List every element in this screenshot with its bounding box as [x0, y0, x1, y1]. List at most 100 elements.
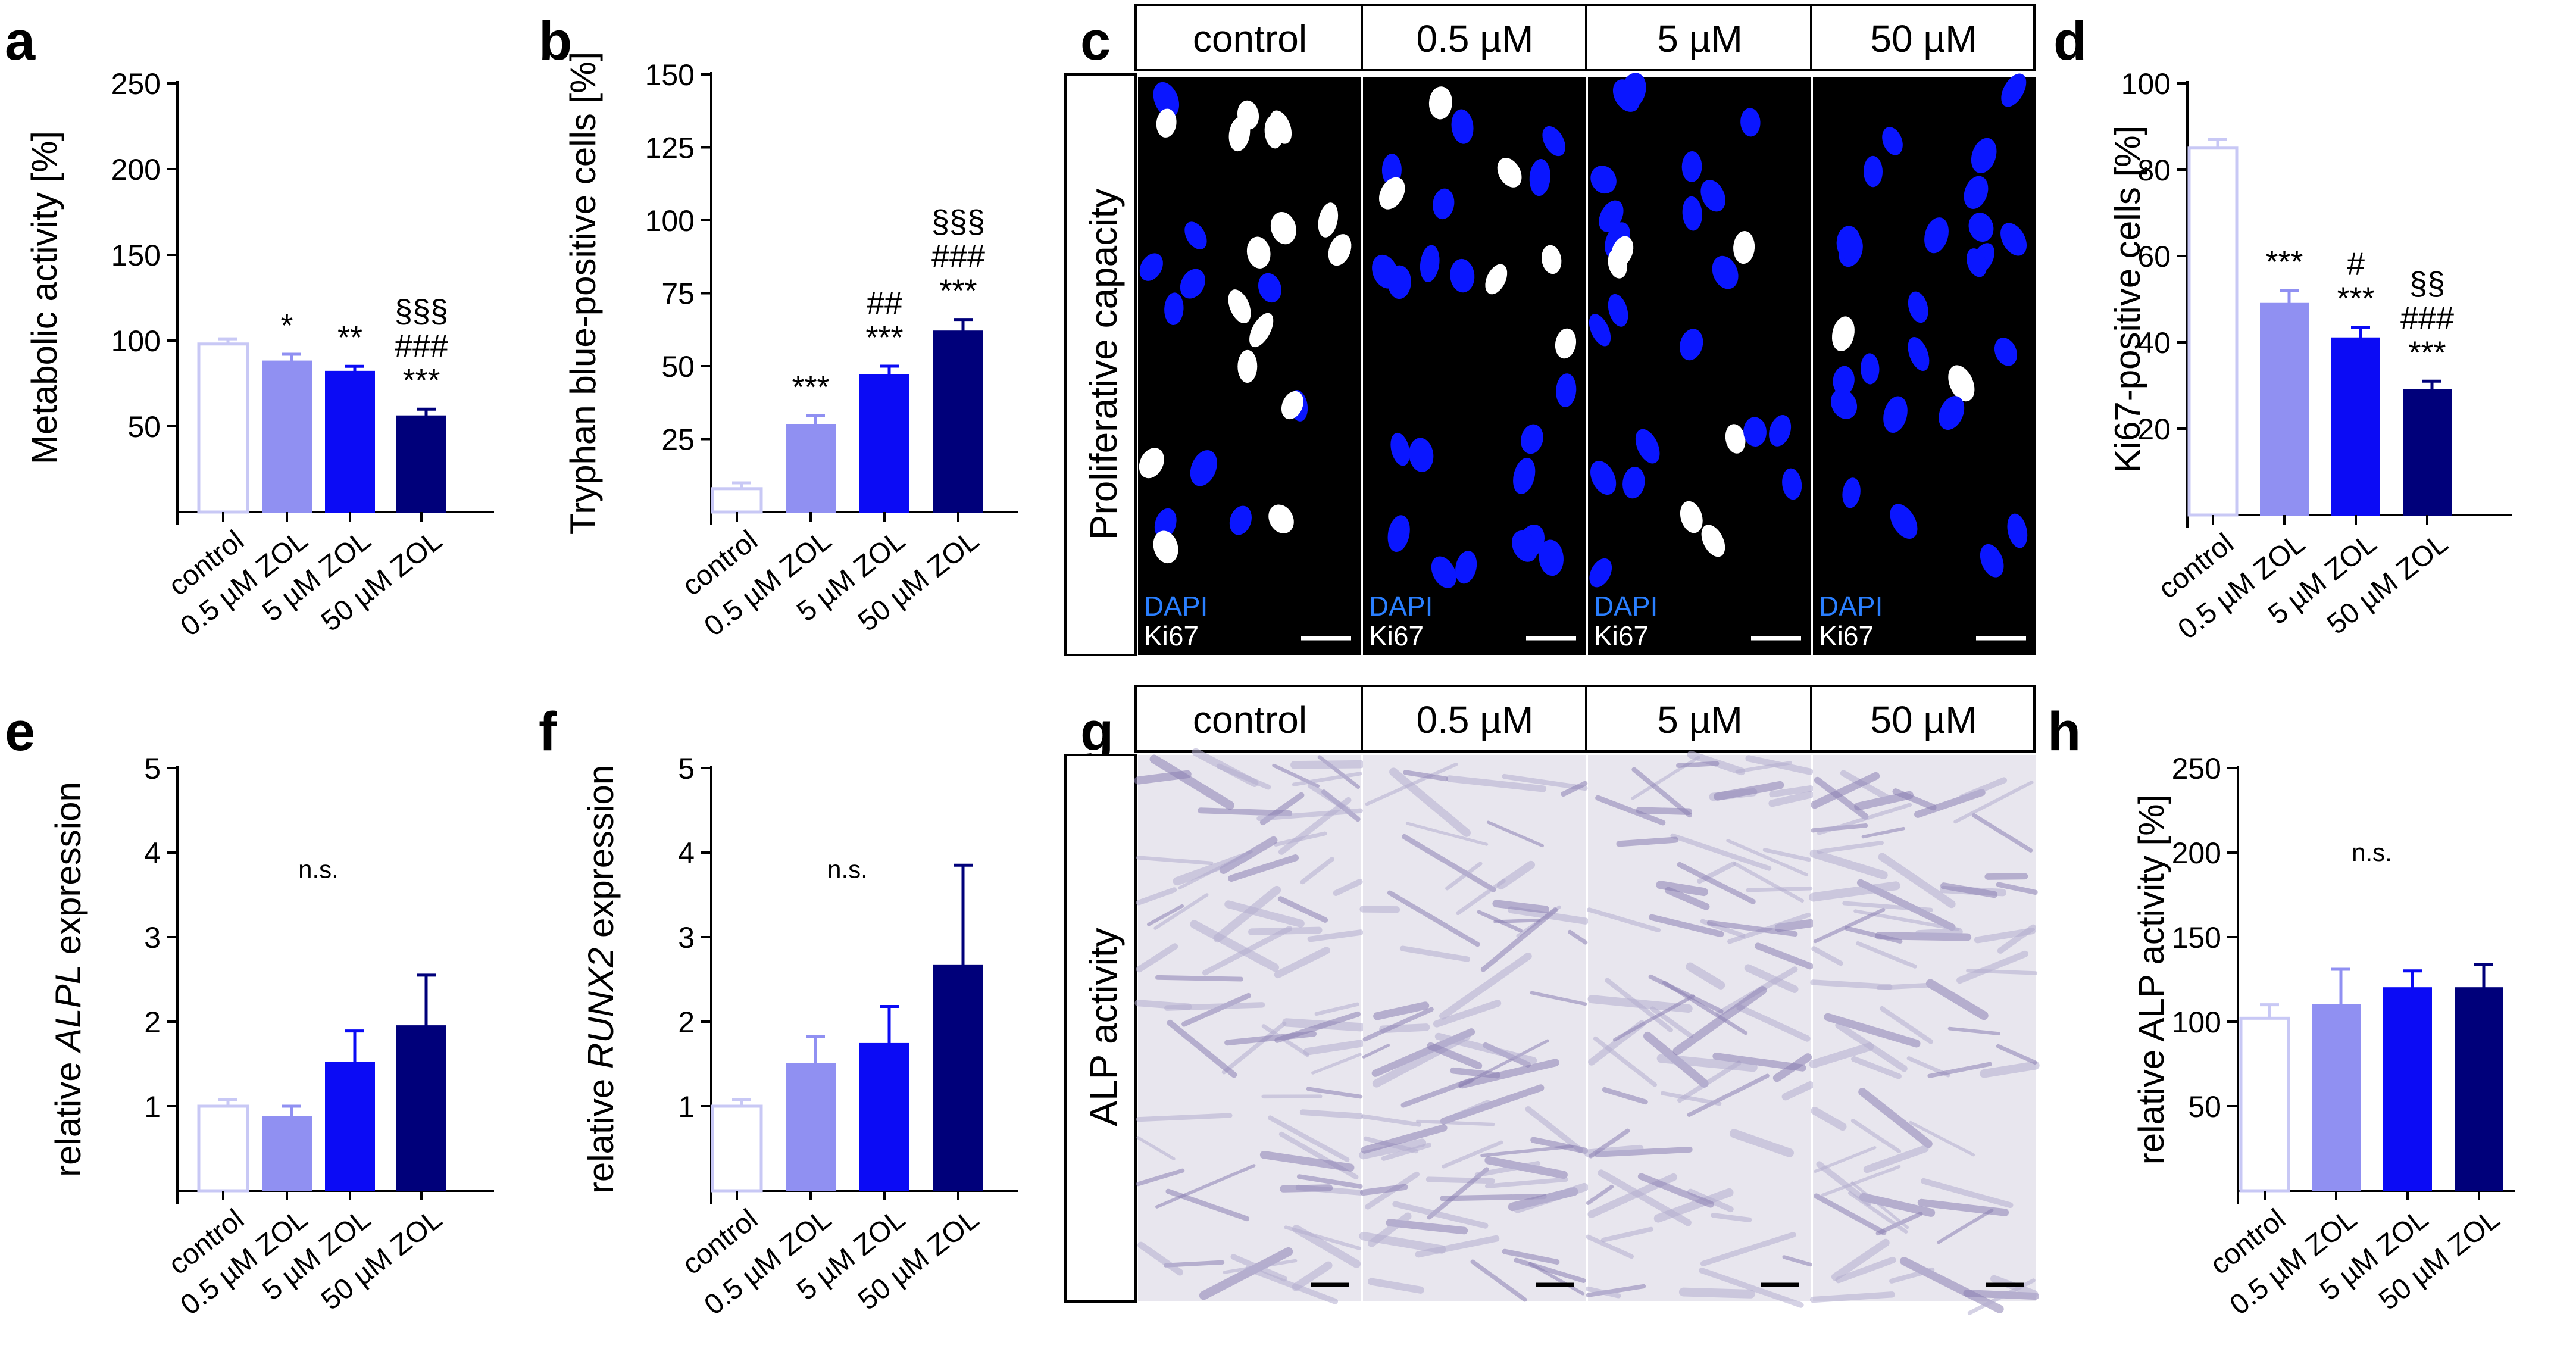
y-axis-label: Tryphan blue-positive cells [%] [563, 52, 603, 535]
dapi-nucleus [1420, 245, 1440, 282]
y-axis-label: relative RUNX2 expression [581, 765, 621, 1194]
alp-stained-cell [1333, 879, 1363, 897]
dapi-nucleus [1229, 505, 1252, 535]
alp-stained-cell [1259, 1150, 1355, 1172]
dapi-nucleus [1860, 353, 1880, 385]
dapi-nucleus [1387, 265, 1411, 299]
dapi-nucleus [1769, 415, 1792, 447]
alp-stained-cell [1267, 1115, 1350, 1162]
y-tick-label: 150 [2172, 921, 2221, 954]
dapi-nucleus [1908, 337, 1930, 372]
significance-label: *** [2265, 244, 2303, 280]
alp-stained-cell [1561, 781, 1588, 797]
micro-g-col-0-5: 0.5 µM [1417, 698, 1534, 741]
bar-control [2187, 146, 2239, 517]
alp-stained-cell [1296, 1174, 1363, 1189]
panel-letter-b: b [539, 11, 572, 71]
dapi-nucleus [1529, 158, 1550, 196]
alp-stained-cell [1892, 788, 1937, 811]
bar-0-5-m-zol [786, 1063, 836, 1191]
dapi-nucleus [1743, 417, 1767, 447]
ki67-positive-nucleus [1542, 245, 1562, 274]
y-tick-label: 200 [111, 153, 161, 186]
alp-stained-cell [1602, 1087, 1648, 1105]
bar-control [197, 1104, 249, 1193]
significance-label: ## [867, 285, 902, 321]
alp-stained-cell [1586, 1284, 1646, 1297]
stain-label-dapi: DAPI [1594, 591, 1658, 622]
alp-stained-cell [1314, 1002, 1359, 1016]
alp-stained-cell [1155, 975, 1244, 982]
alp-stained-cell [1405, 822, 1489, 846]
micro-c-panel: Proliferative capacity control 0.5 µM 5 … [1064, 4, 2036, 656]
significance-label: * [280, 308, 293, 344]
y-tick-label: 60 [2137, 240, 2171, 273]
bar-50-m-zol [933, 964, 983, 1191]
alp-stained-cell [1496, 860, 1536, 890]
significance-label: §§ [2409, 266, 2445, 301]
bar-50-m-zol [933, 330, 983, 513]
alp-stained-cell [1256, 808, 1363, 822]
alp-stained-cell [1307, 782, 1351, 813]
chart-tryphan-blue: 25 50 75 100 125 150 Tryphan blue-positive cel… [563, 52, 1018, 642]
significance-label: §§§ [395, 294, 448, 329]
ki67-positive-nucleus [1268, 504, 1294, 534]
alp-stained-cell [1586, 1234, 1634, 1259]
alp-stained-cell [1372, 1032, 1471, 1088]
alp-stained-cell [1587, 907, 1661, 933]
ki67-positive-nucleus [1153, 530, 1178, 564]
alp-stained-cell [1927, 1062, 1992, 1078]
alp-stained-cell [1840, 770, 1892, 802]
alp-stained-cell [1816, 1161, 1872, 1206]
y-tick-label: 3 [678, 921, 695, 954]
alp-stained-cell [1769, 785, 1814, 798]
y-axis-label: Ki67-positive cells [%] [2108, 126, 2147, 473]
dapi-nucleus [2007, 513, 2028, 548]
alp-stained-cell [1612, 994, 1695, 1042]
bar-5-m-zol [859, 1042, 909, 1192]
alp-stained-cell [1959, 777, 2008, 801]
alp-stained-cell [1956, 950, 2028, 984]
alp-stained-cell [1389, 767, 1471, 837]
alp-stained-cell [1484, 1177, 1568, 1189]
ki67-positive-nucleus [1156, 108, 1177, 138]
y-tick-label: 25 [661, 423, 695, 457]
alp-stained-cell [1147, 904, 1184, 926]
bar-5-m-zol [859, 374, 909, 513]
alp-stained-cell [1878, 853, 1956, 909]
stain-label-dapi: DAPI [1819, 591, 1883, 622]
alp-stained-cell [1261, 1024, 1309, 1057]
ki67-positive-nucleus [1318, 202, 1339, 238]
micro-c-col-50: 50 µM [1870, 17, 1977, 60]
ki67-positive-nucleus [1497, 158, 1522, 188]
alp-stained-cell [1136, 887, 1177, 906]
dapi-nucleus [1924, 217, 1949, 254]
alp-stained-cell [1636, 807, 1692, 815]
alp-stained-cell [1589, 1128, 1630, 1159]
dapi-nucleus [1700, 180, 1725, 212]
alp-stained-cell [1678, 1287, 1755, 1299]
significance-label: *** [865, 320, 903, 355]
alp-stained-cell [1782, 1255, 1812, 1267]
alp-stained-cell [1224, 900, 1305, 928]
bar-5-m-zol [325, 370, 375, 513]
alp-stained-cell [1299, 1109, 1364, 1119]
alp-stained-cell [1190, 920, 1279, 972]
ki67-positive-nucleus [1237, 100, 1259, 130]
significance-label: *** [939, 273, 977, 309]
alp-stained-cell [1706, 920, 1798, 937]
ns-label: n.s. [2352, 838, 2392, 866]
alp-stained-cell [1392, 1201, 1489, 1229]
alp-stained-cell [1173, 852, 1250, 886]
ki67-positive-nucleus [1328, 234, 1352, 266]
alp-stained-cell [1164, 1002, 1265, 1011]
alp-stained-cell [1660, 1091, 1722, 1106]
alp-stained-cell [1920, 1178, 2014, 1209]
dapi-nucleus [1964, 176, 1989, 209]
alp-stained-cell [1631, 767, 1692, 818]
alp-stained-cell [1831, 1238, 1890, 1281]
alp-stained-cell [1199, 1247, 1293, 1300]
stain-label-dapi: DAPI [1369, 591, 1433, 622]
alp-stained-cell [1937, 1208, 1994, 1244]
